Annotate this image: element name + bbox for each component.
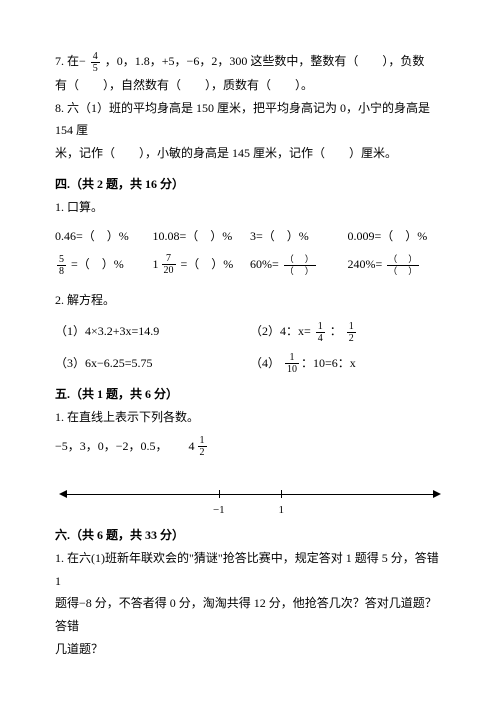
section-6-l2: 题得−8 分，不答者得 0 分，淘淘共得 12 分，他抢答几次？答对几道题？答错	[55, 592, 445, 638]
paren-frac-2: （ ） （ ）	[387, 254, 419, 277]
q7-fraction: 4 5	[91, 51, 100, 74]
r1c1: 0.46=（ ）%	[55, 225, 153, 248]
r2c4: 240%= （ ） （ ）	[348, 253, 446, 277]
eq2: （2）4：x= 1 4 ： 1 2	[250, 320, 445, 344]
r2c1-frac: 5 8	[57, 254, 66, 277]
eq3: （3）6x−6.25=5.75	[55, 352, 250, 376]
q7-line2: 有（ ），自然数有（ ），质数有（ ）。	[55, 74, 445, 97]
paren-frac-1: （ ） （ ）	[284, 254, 316, 277]
tick-pos1	[281, 490, 282, 498]
arrow-right-icon	[433, 490, 441, 498]
r2c3: 60%= （ ） （ ）	[250, 253, 348, 277]
r2c2-mixed: 1 7 20	[153, 253, 178, 276]
section-4-q1: 1. 口算。	[55, 196, 445, 219]
r1c4: 0.009=（ ）%	[348, 225, 446, 248]
q7-prefix: 7. 在−	[55, 54, 86, 68]
number-line-axis	[65, 494, 435, 495]
section-6-l3: 几道题？	[55, 638, 445, 661]
number-line: −1 1	[55, 476, 445, 516]
section-6-l1: 1. 在六(1)班新年联欢会的"猜谜"抢答比赛中，规定答对 1 题得 5 分，答…	[55, 547, 445, 593]
r2c2: 1 7 20 =（ ）%	[153, 253, 251, 277]
question-7: 7. 在− 4 5 ，0，1.8，+5，−6，2，300 这些数中，整数有（ ）…	[55, 50, 445, 74]
sec5-mixed: 4 1 2	[189, 435, 209, 458]
eq2-f2: 1 2	[347, 321, 356, 344]
eq1: （1）4×3.2+3x=14.9	[55, 320, 250, 344]
eq2-f1: 1 4	[316, 321, 325, 344]
lbl-neg1: −1	[213, 500, 225, 521]
section-5-title: 五.（共 1 题，共 6 分）	[55, 383, 445, 406]
lbl-pos1: 1	[278, 500, 284, 521]
eq-row-2: （3）6x−6.25=5.75 （4） 1 10 ：10=6：x	[55, 352, 445, 376]
eq4-frac: 1 10	[285, 352, 299, 375]
calc-row-2: 5 8 =（ ）% 1 7 20 =（ ）% 60%= （ ） （ ） 240%…	[55, 253, 445, 277]
r2c1: 5 8 =（ ）%	[55, 253, 153, 277]
question-8-line1: 8. 六（1）班的平均身高是 150 厘米，把平均身高记为 0，小宁的身高是 1…	[55, 97, 445, 143]
r1c3: 3=（ ）%	[250, 225, 348, 248]
calc-row-1: 0.46=（ ）% 10.08=（ ）% 3=（ ）% 0.009=（ ）%	[55, 225, 445, 248]
section-5-q1: 1. 在直线上表示下列各数。	[55, 406, 445, 429]
section-4-q2: 2. 解方程。	[55, 289, 445, 312]
eq4: （4） 1 10 ：10=6：x	[250, 352, 445, 376]
section-6-title: 六.（共 6 题，共 33 分）	[55, 524, 445, 547]
r1c2: 10.08=（ ）%	[153, 225, 251, 248]
section-4-title: 四.（共 2 题，共 16 分）	[55, 173, 445, 196]
section-5-nums: −5，3，0，−2，0.5， 4 1 2	[55, 435, 445, 458]
tick-neg1	[219, 490, 220, 498]
eq-row-1: （1）4×3.2+3x=14.9 （2）4：x= 1 4 ： 1 2	[55, 320, 445, 344]
q7-tail1: ，0，1.8，+5，−6，2，300 这些数中，整数有（ ），负数	[105, 54, 425, 68]
question-8-line2: 米，记作（ ），小敏的身高是 145 厘米，记作（ ）厘米。	[55, 142, 445, 165]
